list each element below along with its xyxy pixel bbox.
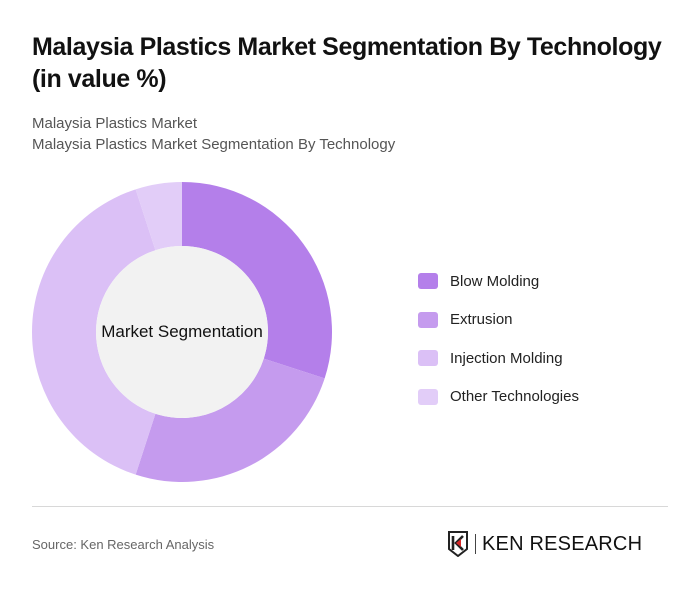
legend-label: Extrusion bbox=[450, 311, 513, 329]
donut-center bbox=[96, 246, 268, 418]
donut-segment-blow-molding bbox=[182, 182, 332, 379]
chart-title: Malaysia Plastics Market Segmentation By… bbox=[32, 33, 662, 93]
legend-item-blow-molding: Blow Molding bbox=[418, 262, 579, 301]
legend-swatch bbox=[418, 311, 438, 328]
donut-segment-extrusion bbox=[135, 358, 325, 482]
legend-swatch bbox=[418, 273, 438, 290]
subtitle-segmentation: Malaysia Plastics Market Segmentation By… bbox=[32, 136, 396, 153]
chart-legend: Blow Molding Extrusion Injection Molding… bbox=[418, 262, 579, 416]
logo-text: KEN RESEARCH bbox=[482, 532, 643, 555]
legend-item-other-technologies: Other Technologies bbox=[418, 378, 579, 417]
legend-label: Injection Molding bbox=[450, 349, 563, 367]
footer-divider bbox=[32, 506, 668, 507]
legend-swatch bbox=[418, 388, 438, 405]
donut-chart-svg bbox=[32, 182, 332, 482]
source-note: Source: Ken Research Analysis bbox=[32, 537, 215, 552]
donut-chart bbox=[32, 182, 332, 482]
ken-research-logo: KEN RESEARCH bbox=[447, 531, 642, 557]
subtitle-market: Malaysia Plastics Market bbox=[32, 115, 198, 132]
legend-item-extrusion: Extrusion bbox=[418, 301, 579, 340]
legend-swatch bbox=[418, 350, 438, 367]
legend-item-injection-molding: Injection Molding bbox=[418, 339, 579, 378]
legend-label: Other Technologies bbox=[450, 388, 579, 406]
chart-subtitle: Malaysia Plastics Market Malaysia Plasti… bbox=[32, 113, 395, 155]
ken-shield-icon bbox=[448, 531, 468, 557]
legend-label: Blow Molding bbox=[450, 272, 540, 290]
donut-segment-injection-molding bbox=[32, 189, 156, 475]
logo-separator bbox=[475, 534, 476, 554]
donut-segment-other-technologies bbox=[135, 182, 182, 251]
